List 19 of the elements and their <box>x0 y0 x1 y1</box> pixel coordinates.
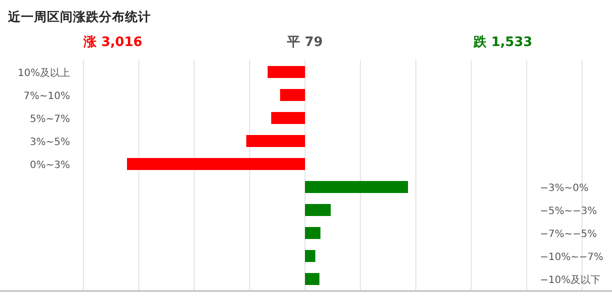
y-tick-label: 10%及以上 <box>18 67 70 79</box>
y-tick-label: 7%~10% <box>24 91 70 102</box>
y-tick-label: 3%~5% <box>30 137 70 148</box>
y-tick-label: −7%~−5% <box>540 229 597 240</box>
y-tick-label: −10%~−7% <box>540 252 604 263</box>
y-tick-label: 5%~7% <box>30 114 70 125</box>
bar <box>305 250 316 262</box>
y-tick-label: −5%~−3% <box>540 206 597 217</box>
y-tick-label: −3%~0% <box>540 183 588 194</box>
bar <box>305 204 331 216</box>
y-tick-label: 0%~3% <box>30 160 70 171</box>
bar <box>305 273 320 285</box>
bar <box>305 181 408 193</box>
text: 平 79 <box>286 35 323 50</box>
chart-title: 近一周区间涨跌分布统计 <box>7 9 151 24</box>
y-tick-label: −10%及以下 <box>540 274 601 286</box>
text: 涨 3,016 <box>82 35 142 50</box>
bar <box>305 227 320 239</box>
text: 跌 1,533 <box>472 35 532 50</box>
